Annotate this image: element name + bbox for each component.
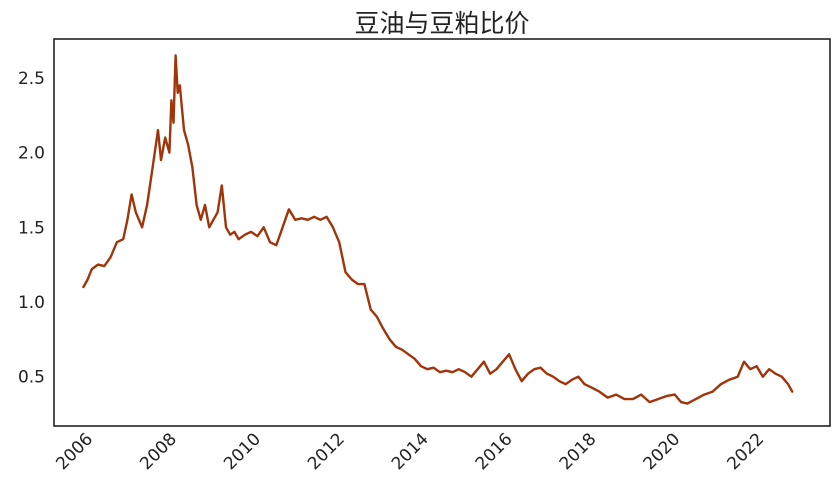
y-tick-label: 2.0 (18, 144, 45, 164)
chart-title: 豆油与豆粕比价 (354, 9, 529, 38)
y-tick-label: 1.0 (18, 293, 45, 313)
x-tick-label: 2016 (472, 429, 517, 474)
x-tick-label: 2012 (304, 429, 349, 474)
y-tick-label: 2.5 (18, 69, 45, 89)
x-tick-label: 2010 (220, 429, 265, 474)
y-tick-label: 0.5 (18, 368, 45, 388)
x-tick-label: 2008 (136, 429, 181, 474)
x-tick-label: 2022 (723, 429, 768, 474)
plot-frame (53, 38, 831, 427)
y-axis: 0.5 1.0 1.5 2.0 2.5 (18, 69, 45, 388)
series-line (82, 54, 794, 405)
y-tick-label: 1.5 (18, 218, 45, 238)
x-axis: 2006 2008 2010 2012 2014 2016 2018 2020 2022 (52, 429, 768, 474)
x-tick-label: 2006 (52, 429, 97, 474)
x-tick-label: 2020 (640, 429, 685, 474)
x-tick-label: 2018 (556, 429, 601, 474)
x-tick-label: 2014 (388, 429, 433, 474)
series-layer (82, 54, 794, 405)
